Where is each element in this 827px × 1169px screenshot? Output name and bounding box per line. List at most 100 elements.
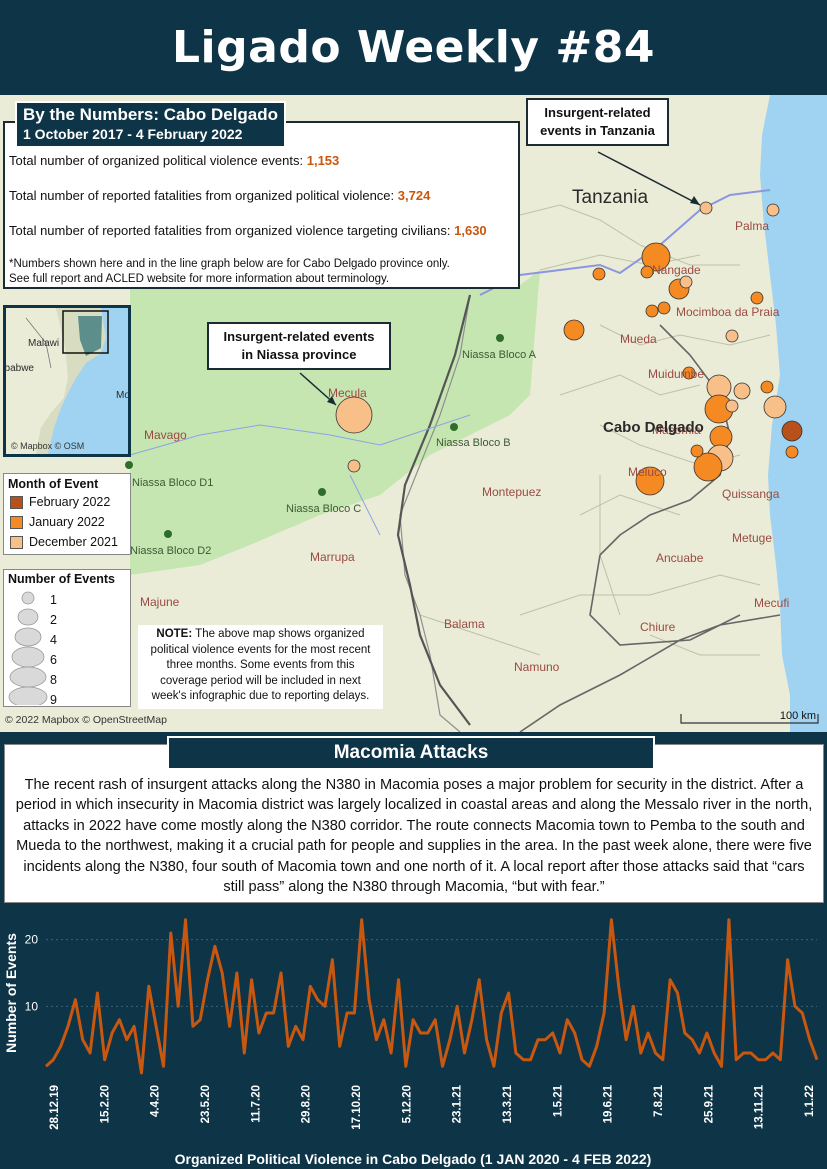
scale-label: 100 km (779, 710, 816, 722)
niassa-reserve (130, 270, 540, 575)
legend-swatch (10, 495, 23, 509)
roads (519, 324, 781, 732)
legend-size-label: 6 (50, 653, 57, 667)
callout-arrow (597, 151, 701, 206)
district-label: Mocimboa da Praia (676, 305, 780, 319)
scale-bar: 100 km (680, 708, 820, 726)
district-label: Montepuez (482, 485, 542, 499)
legend-size-label: 9 (50, 693, 57, 707)
inset-label: Malawi (28, 338, 60, 349)
stat-label: Total number of reported fatalities from… (9, 223, 455, 238)
x-tick-label: 13.3.21 (502, 1084, 514, 1123)
x-tick-label: 15.2.20 (99, 1085, 111, 1123)
x-tick-label: 19.6.21 (603, 1084, 615, 1123)
event-bubble (682, 366, 696, 380)
event-bubble (563, 319, 585, 341)
legend-size-graphic (8, 591, 48, 705)
y-axis: 10 20 (25, 933, 39, 1014)
inset-map: Malawi Zimbabwe Mozambique © Mapbox © OS… (3, 305, 131, 457)
concession-label: Niassa Bloco D2 (130, 545, 212, 557)
event-bubble (657, 301, 671, 315)
event-bubble (699, 201, 713, 215)
district-label: Mueda (620, 332, 657, 346)
legend-swatch (10, 515, 23, 529)
event-bubble (760, 380, 774, 394)
event-bubbles[interactable] (335, 201, 803, 496)
event-bubble (763, 395, 787, 419)
legend-size-label: 8 (50, 673, 57, 687)
callout-tanzania: Insurgent-related events in Tanzania (526, 98, 669, 146)
event-bubble (693, 452, 723, 482)
numbers-panel: By the Numbers: Cabo Delgado 1 October 2… (3, 101, 520, 289)
event-bubble (592, 267, 606, 281)
map-note-text: The above map shows organized political … (150, 628, 371, 702)
legend-size-title: Number of Events (8, 572, 115, 586)
legend-month-title: Month of Event (8, 477, 99, 491)
numbers-title-box: By the Numbers: Cabo Delgado 1 October 2… (15, 101, 287, 148)
legend-item: January 2022 (4, 512, 130, 532)
district-label: Mavago (144, 428, 187, 442)
macomia-panel: Macomia Attacks The recent rash of insur… (4, 736, 824, 903)
legend-item: February 2022 (4, 492, 130, 512)
y-tick-label: 20 (25, 933, 39, 947)
x-tick-label: 17.10.20 (351, 1085, 363, 1130)
event-bubble (750, 291, 764, 305)
district-label: Chiure (640, 620, 676, 634)
event-bubble (640, 265, 654, 279)
event-bubble (725, 399, 739, 413)
callout-arrowhead (690, 196, 700, 205)
legend-month: Month of Event February 2022 January 202… (3, 473, 131, 555)
country-label: Tanzania (572, 187, 649, 208)
stat-label: Total number of organized political viol… (9, 153, 307, 168)
district-label: Mecufi (754, 596, 790, 610)
x-tick-label: 29.8.20 (301, 1085, 313, 1123)
road-main (396, 294, 472, 726)
map-note: NOTE: The above map shows organized poli… (138, 625, 383, 709)
numbers-subtitle: 1 October 2017 - 4 February 2022 (23, 126, 243, 142)
legend-size: Number of Events 1 2 4 6 8 9 (3, 569, 131, 707)
stat-events: Total number of organized political viol… (9, 153, 339, 168)
stat-value: 3,724 (397, 188, 431, 203)
rivers (129, 414, 471, 536)
stat-civilian-fatalities: Total number of reported fatalities from… (9, 223, 487, 238)
event-bubble (679, 275, 693, 289)
province-border (399, 294, 471, 732)
district-label: Mecula (328, 386, 367, 400)
tanzania-border (479, 189, 771, 296)
event-bubble (766, 203, 780, 217)
legend-swatch (10, 535, 23, 549)
chart-grid (46, 939, 817, 1007)
district-label: Marrupa (310, 550, 355, 564)
district-label: Nangade (652, 263, 701, 277)
concession-label: Niassa Bloco A (462, 349, 536, 361)
legend-size-labels: 1 2 4 6 8 9 (50, 590, 70, 710)
x-tick-label: 23.1.21 (452, 1084, 464, 1123)
district-label: Muidumbe (648, 367, 705, 381)
series-line-events (44, 918, 819, 1075)
x-axis-label: Organized Political Violence in Cabo Del… (175, 1151, 652, 1167)
note-line: See full report and ACLED website for mo… (9, 273, 390, 285)
district-label: Quissanga (722, 487, 780, 501)
note-line: *Numbers shown here and in the line grap… (9, 258, 450, 270)
concession-label: Niassa Bloco C (286, 503, 362, 515)
x-tick-label: 1.1.22 (804, 1085, 816, 1117)
district-label: Macomia (652, 423, 701, 437)
stat-label: Total number of reported fatalities from… (9, 188, 398, 203)
callout-niassa: Insurgent-related events in Niassa provi… (207, 322, 391, 370)
district-label: Meluco (628, 465, 667, 479)
concession-label: Niassa Bloco B (436, 437, 511, 449)
inset-label: Mozambique (116, 390, 130, 401)
map-attribution[interactable]: © 2022 Mapbox © OpenStreetMap (5, 714, 167, 726)
macomia-body: The recent rash of insurgent attacks alo… (15, 777, 813, 896)
numbers-title: By the Numbers: Cabo Delgado (23, 105, 279, 124)
event-bubble (641, 242, 671, 272)
x-tick-label: 23.5.20 (200, 1085, 212, 1123)
legend-item: December 2021 (4, 532, 130, 552)
event-bubble (781, 420, 803, 442)
x-axis: 28.12.19 15.2.20 4.4.20 23.5.20 11.7.20 29.8.… (49, 1084, 816, 1129)
legend-label: January 2022 (29, 515, 105, 529)
event-bubble (645, 304, 659, 318)
event-bubble (635, 466, 665, 496)
x-tick-label: 7.8.21 (653, 1084, 665, 1117)
